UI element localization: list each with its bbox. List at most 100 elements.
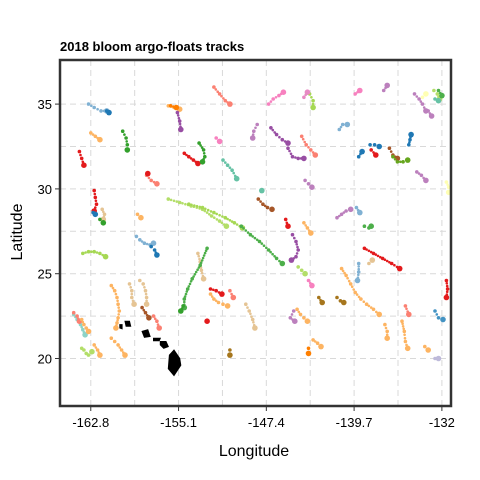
float-track [227, 348, 233, 358]
track-end-point [443, 294, 450, 301]
track-point [436, 316, 441, 320]
track-point [79, 153, 82, 157]
track-point [200, 146, 204, 149]
track-point [296, 248, 301, 252]
track-point [303, 178, 307, 183]
track-point [199, 268, 204, 273]
track-point [197, 266, 201, 269]
float-track [362, 223, 375, 230]
track-end-point [219, 291, 225, 297]
float-track [256, 197, 275, 213]
float-track [420, 91, 429, 100]
track-point [144, 295, 149, 300]
track-point [117, 306, 120, 309]
axes: -162.8 -155.1 -147.4 -139.7 -132 20 25 30 35 [38, 97, 455, 430]
float-track [120, 129, 131, 153]
track-point [344, 273, 348, 278]
track-point [221, 215, 224, 218]
track-point [111, 286, 115, 290]
track-point [80, 325, 83, 329]
float-track [307, 92, 316, 111]
track-point [177, 116, 181, 120]
track-point [194, 270, 198, 274]
track-point [295, 252, 299, 255]
track-end-point [423, 177, 429, 184]
track-point [385, 329, 390, 334]
track-point [102, 212, 107, 217]
track-point [208, 287, 213, 291]
track-point [218, 213, 221, 217]
float-track [444, 180, 451, 196]
track-point [81, 251, 85, 256]
track-end-point [143, 301, 150, 308]
track-point [304, 143, 309, 147]
track-point [198, 257, 201, 261]
track-point [436, 88, 441, 93]
track-end-point [81, 162, 87, 168]
track-point [444, 278, 449, 283]
track-end-point [304, 89, 311, 95]
track-point [153, 317, 157, 321]
track-end-point [145, 170, 151, 177]
track-point [244, 302, 248, 307]
track-point [200, 259, 204, 262]
track-end-point [146, 315, 152, 321]
float-track [145, 170, 151, 177]
track-point [228, 348, 232, 352]
float-track [104, 109, 112, 116]
track-point [250, 315, 253, 319]
track-point [184, 292, 188, 296]
track-point [90, 250, 93, 253]
track-point [204, 207, 207, 211]
float-track [109, 283, 122, 331]
track-point [92, 343, 96, 347]
x-tick-label: -139.7 [336, 415, 373, 430]
track-end-point [406, 311, 412, 318]
track-point [202, 254, 206, 257]
track-point [145, 299, 148, 303]
track-end-point [435, 97, 442, 104]
track-point [298, 312, 303, 317]
track-point [260, 242, 264, 245]
track-point [142, 308, 146, 312]
island-oahu [141, 329, 151, 338]
track-end-point [408, 131, 414, 138]
track-end-point [224, 303, 231, 309]
track-point [420, 102, 425, 106]
float-track [135, 212, 144, 221]
track-point [347, 279, 351, 283]
track-point [228, 166, 232, 169]
track-point [156, 323, 160, 326]
track-point [81, 320, 85, 324]
track-end-point [368, 223, 375, 229]
track-point [274, 256, 279, 261]
track-point [212, 210, 216, 215]
track-point [140, 305, 144, 310]
track-point [84, 251, 87, 254]
track-point [223, 98, 228, 103]
track-point [362, 300, 366, 304]
track-end-point [178, 126, 184, 133]
track-point [293, 236, 296, 240]
track-point [140, 240, 144, 243]
track-point [419, 173, 424, 178]
track-end-point [124, 147, 131, 153]
track-point [71, 310, 76, 315]
track-end-point [445, 189, 451, 196]
track-point [417, 97, 421, 101]
track-point [271, 97, 276, 101]
float-track [212, 85, 233, 107]
track-point [130, 295, 134, 300]
track-point [228, 288, 232, 293]
track-point [271, 128, 275, 132]
track-point [337, 127, 342, 132]
track-point [415, 95, 419, 98]
track-end-point [233, 175, 240, 182]
track-point [263, 204, 267, 208]
track-point [98, 217, 102, 222]
track-point [212, 288, 215, 292]
track-point [303, 140, 307, 144]
track-end-point [113, 325, 119, 331]
track-point [143, 286, 146, 289]
track-point [339, 266, 344, 271]
